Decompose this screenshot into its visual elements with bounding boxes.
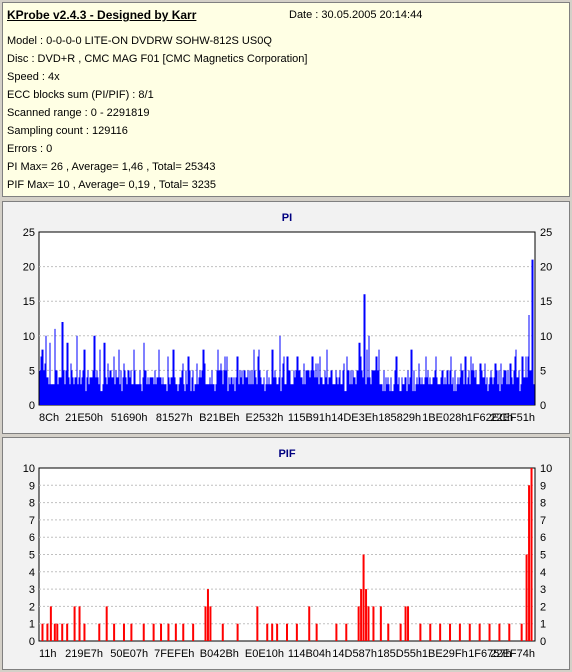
pif-xtick: 14D587h — [332, 648, 377, 660]
info-model: Model : 0-0-0-0 LITE-ON DVDRW SOHW-812S … — [7, 35, 272, 47]
pif-ytick-right: 7 — [540, 515, 546, 527]
info-pif-stats: PIF Max= 10 , Average= 0,19 , Total= 323… — [7, 179, 217, 191]
pi-ytick-left: 10 — [23, 331, 35, 343]
pif-ytick-left: 10 — [23, 463, 35, 475]
pif-ytick-right: 0 — [540, 636, 546, 648]
pi-xtick: 1BE028h — [422, 412, 467, 424]
pi-xtick: 81527h — [156, 412, 193, 424]
scan-date: Date : 30.05.2005 20:14:44 — [289, 9, 423, 21]
pif-ytick-right: 6 — [540, 532, 546, 544]
pif-xtick: 11h — [39, 648, 57, 660]
pif-ytick-right: 2 — [540, 601, 546, 613]
pif-ytick-right: 1 — [540, 619, 546, 631]
pif-ytick-left: 9 — [29, 480, 35, 492]
pif-chart-title: PIF — [278, 448, 295, 460]
pi-xtick: 185829h — [378, 412, 421, 424]
pi-ytick-right: 0 — [540, 400, 546, 412]
pi-xtick: 22EF51h — [490, 412, 535, 424]
pif-ytick-left: 1 — [29, 619, 35, 631]
pif-ytick-right: 4 — [540, 567, 546, 579]
pi-xtick: E2532h — [245, 412, 283, 424]
info-errors: Errors : 0 — [7, 143, 53, 155]
info-ecc: ECC blocks sum (PI/PIF) : 8/1 — [7, 89, 154, 101]
pif-xtick: 22EF74h — [490, 648, 535, 660]
info-disc: Disc : DVD+R , CMC MAG F01 [CMC Magnetic… — [7, 53, 308, 65]
pi-ytick-right: 20 — [540, 262, 552, 274]
pi-xtick: 8Ch — [39, 412, 59, 424]
pi-chart-title: PI — [282, 212, 292, 224]
pi-ytick-left: 5 — [29, 365, 35, 377]
info-panel: KProbe v2.4.3 - Designed by Karr Date : … — [2, 2, 570, 197]
pif-chart-panel: PIF 0 0 1 1 2 2 3 3 4 4 5 5 6 6 7 7 8 8 9 9 10 10 11h 219E7h 50E0… — [2, 437, 570, 670]
pif-xtick: E0E10h — [245, 648, 284, 660]
pi-ytick-right: 10 — [540, 331, 552, 343]
pif-xtick: 50E07h — [110, 648, 148, 660]
pi-ytick-right: 5 — [540, 365, 546, 377]
pi-ytick-left: 0 — [29, 400, 35, 412]
app-title: KProbe v2.4.3 - Designed by Karr — [7, 8, 197, 22]
pif-ytick-right: 9 — [540, 480, 546, 492]
pif-xtick: 219E7h — [65, 648, 103, 660]
pi-chart: PI 0 0 5 5 10 10 15 15 20 20 25 25 8Ch 21E50h 51690h 815… — [23, 212, 553, 424]
pif-ytick-right: 10 — [540, 463, 552, 475]
info-speed: Speed : 4x — [7, 71, 60, 83]
pif-xtick: 185D55h — [377, 648, 422, 660]
pif-ytick-left: 8 — [29, 498, 35, 510]
pi-xtick: 21E50h — [65, 412, 103, 424]
pi-xtick: 51690h — [111, 412, 148, 424]
pi-xtick: 1F62ECh — [467, 412, 513, 424]
pif-ytick-left: 2 — [29, 601, 35, 613]
pif-xtick: 1F6757h — [468, 648, 511, 660]
pi-xtick: 115B91h — [288, 412, 331, 424]
info-sampling: Sampling count : 129116 — [7, 125, 128, 137]
pi-xtick: B21BEh — [199, 412, 239, 424]
pi-ytick-right: 15 — [540, 296, 552, 308]
pif-xtick: 1BE29Fh — [422, 648, 468, 660]
pif-ytick-left: 3 — [29, 584, 35, 596]
pif-ytick-left: 6 — [29, 532, 35, 544]
pi-ytick-left: 15 — [23, 296, 35, 308]
pif-ytick-left: 5 — [29, 550, 35, 562]
pi-ytick-right: 25 — [540, 227, 552, 239]
pif-ytick-left: 7 — [29, 515, 35, 527]
pif-xtick: 114B04h — [288, 648, 331, 660]
pi-ytick-left: 25 — [23, 227, 35, 239]
info-range: Scanned range : 0 - 2291819 — [7, 107, 150, 119]
pif-ytick-left: 0 — [29, 636, 35, 648]
pif-chart: PIF 0 0 1 1 2 2 3 3 4 4 5 5 6 6 7 7 8 8 9 9 10 10 11h 219E7h 50E0… — [23, 448, 553, 660]
pif-ytick-right: 8 — [540, 498, 546, 510]
pif-ytick-left: 4 — [29, 567, 35, 579]
pif-xtick: B042Bh — [200, 648, 239, 660]
pi-xtick: 14DE3Eh — [331, 412, 378, 424]
pif-xtick: 7FEFEh — [154, 648, 194, 660]
info-pi-stats: PI Max= 26 , Average= 1,46 , Total= 2534… — [7, 161, 216, 173]
pif-ytick-right: 5 — [540, 550, 546, 562]
pi-ytick-left: 20 — [23, 262, 35, 274]
pif-ytick-right: 3 — [540, 584, 546, 596]
pi-chart-panel: PI 0 0 5 5 10 10 15 15 20 20 25 25 8Ch 21E50h 51690h 815… — [2, 201, 570, 434]
